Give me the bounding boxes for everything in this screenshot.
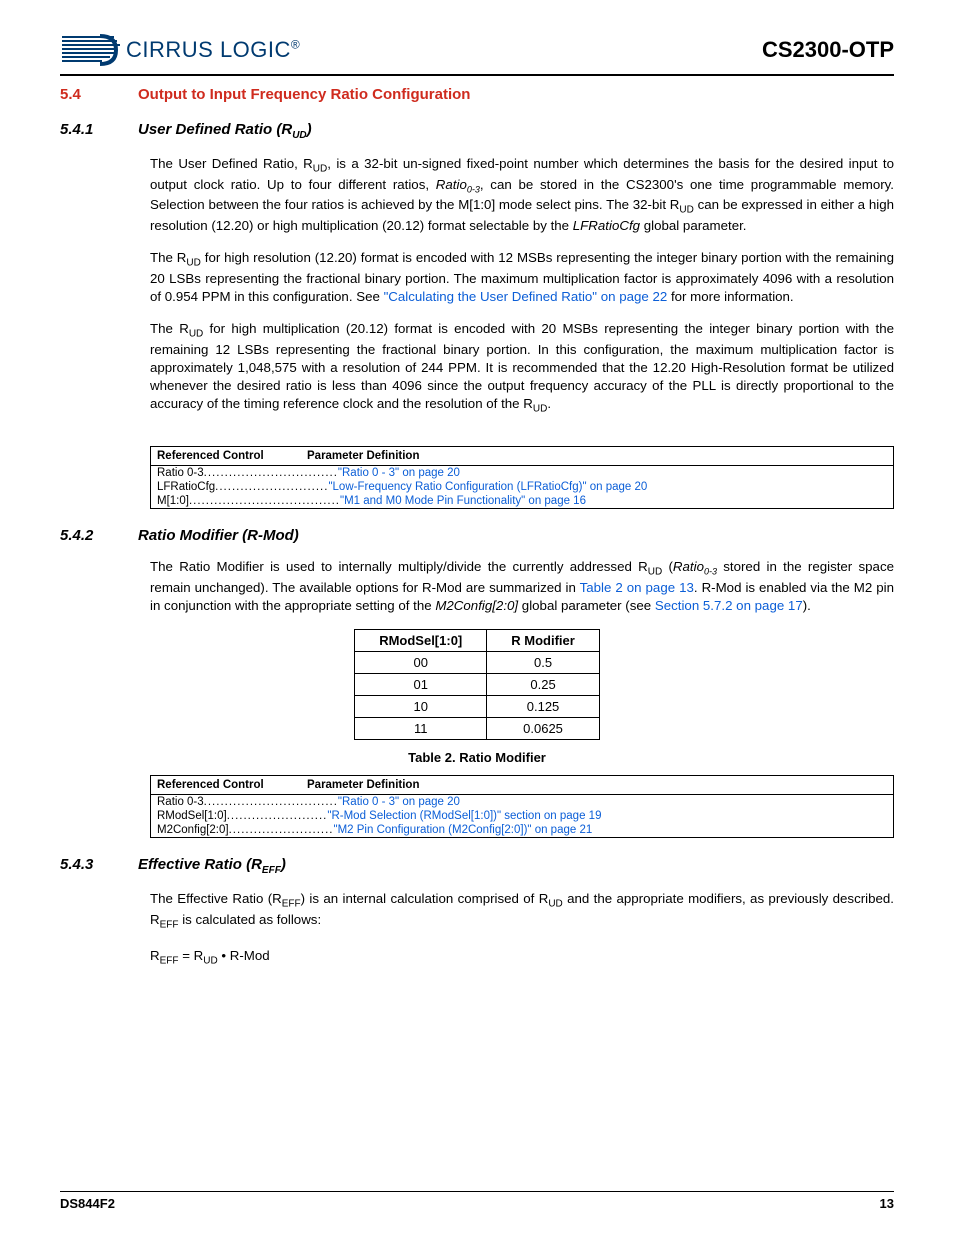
- sec541-para1: The User Defined Ratio, RUD, is a 32-bit…: [150, 155, 894, 235]
- section-5-4-heading: 5.4Output to Input Frequency Ratio Confi…: [60, 86, 894, 103]
- table-row: 110.0625: [355, 718, 600, 740]
- link-table-2[interactable]: Table 2 on page 13: [580, 580, 694, 595]
- table-header: RModSel[1:0]: [355, 630, 487, 652]
- page-header: CIRRUS LOGIC® CS2300-OTP: [60, 30, 894, 76]
- refbox1-row: M[1:0]..................................…: [151, 494, 893, 508]
- table-row: 010.25: [355, 674, 600, 696]
- refbox2-row: Ratio 0-3...............................…: [151, 795, 893, 809]
- refbox1-row: Ratio 0-3...............................…: [151, 466, 893, 480]
- part-number: CS2300-OTP: [762, 37, 894, 63]
- table-2-caption: Table 2. Ratio Modifier: [60, 750, 894, 765]
- link-rmodsel[interactable]: "R-Mod Selection (RModSel[1:0])" section…: [327, 810, 601, 822]
- refbox1-row: LFRatioCfg..........................."Lo…: [151, 480, 893, 494]
- refbox1-h1: Referenced Control: [157, 450, 307, 462]
- brand-logo: CIRRUS LOGIC®: [60, 30, 300, 70]
- table-row: 000.5: [355, 652, 600, 674]
- page-number: 13: [880, 1196, 894, 1211]
- section-5-4-1-heading: 5.4.1User Defined Ratio (RUD): [60, 121, 894, 141]
- section-5-4-2-heading: 5.4.2Ratio Modifier (R-Mod): [60, 527, 894, 544]
- reference-box-1: Referenced Control Parameter Definition …: [150, 446, 894, 509]
- ratio-modifier-table: RModSel[1:0] R Modifier 000.5 010.25 100…: [354, 629, 600, 740]
- sec543-para1: The Effective Ratio (REFF) is an interna…: [150, 890, 894, 932]
- refbox2-row: RModSel[1:0] ........................"R-…: [151, 809, 893, 823]
- logo-icon: [60, 30, 120, 70]
- sec541-para2: The RUD for high resolution (12.20) form…: [150, 249, 894, 306]
- refbox2-h2: Parameter Definition: [307, 779, 419, 791]
- link-m1-m0[interactable]: "M1 and M0 Mode Pin Functionality" on pa…: [340, 495, 586, 507]
- refbox1-h2: Parameter Definition: [307, 450, 419, 462]
- link-ratio-0-3[interactable]: "Ratio 0 - 3" on page 20: [338, 467, 460, 479]
- section-5-4-3-heading: 5.4.3Effective Ratio (REFF): [60, 856, 894, 876]
- link-ratio-0-3b[interactable]: "Ratio 0 - 3" on page 20: [338, 796, 460, 808]
- link-lfratiocfg[interactable]: "Low-Frequency Ratio Configuration (LFRa…: [328, 481, 647, 493]
- table-row: 100.125: [355, 696, 600, 718]
- sec541-para3: The RUD for high multiplication (20.12) …: [150, 320, 894, 416]
- doc-number: DS844F2: [60, 1196, 115, 1211]
- brand-name: CIRRUS LOGIC®: [126, 37, 300, 63]
- link-section-5-7-2[interactable]: Section 5.7.2 on page 17: [655, 598, 803, 613]
- sec543-equation: REFF = RUD • R-Mod: [150, 947, 894, 968]
- reference-box-2: Referenced Control Parameter Definition …: [150, 775, 894, 838]
- page-footer: DS844F2 13: [60, 1191, 894, 1211]
- link-calc-user-defined-ratio[interactable]: "Calculating the User Defined Ratio" on …: [384, 289, 668, 304]
- table-header: R Modifier: [487, 630, 600, 652]
- link-m2config[interactable]: "M2 Pin Configuration (M2Config[2:0])" o…: [334, 824, 593, 836]
- refbox2-row: M2Config[2:0]........................."M…: [151, 823, 893, 837]
- sec542-para1: The Ratio Modifier is used to internally…: [150, 558, 894, 615]
- refbox2-h1: Referenced Control: [157, 779, 307, 791]
